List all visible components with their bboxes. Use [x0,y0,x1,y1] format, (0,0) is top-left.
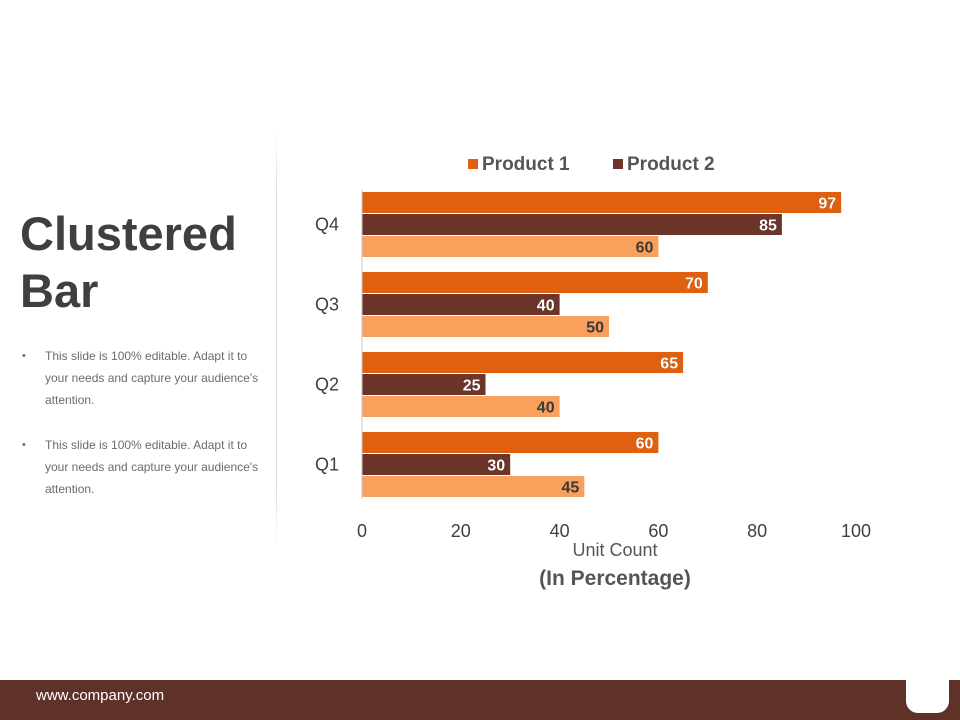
x-tick-label: 20 [451,521,471,541]
legend-swatch [468,159,478,169]
bullet-text: This slide is 100% editable. Adapt it to… [45,438,259,496]
bar [362,432,659,453]
x-tick-label: 0 [357,521,367,541]
footer-url[interactable]: www.company.com [36,687,165,704]
data-label: 60 [636,240,654,257]
legend-label: Product 2 [627,154,715,175]
data-label: 45 [562,480,580,497]
bullet-dot-icon: • [22,350,26,362]
bar [362,316,609,337]
bar [362,236,659,257]
bar [362,476,585,497]
bar [362,454,511,475]
data-label: 65 [660,356,678,373]
bar [362,272,708,293]
bar [362,294,560,315]
data-label: 97 [818,196,836,213]
bullet-text: This slide is 100% editable. Adapt it to… [45,349,259,407]
category-label: Q1 [315,455,339,475]
data-label: 85 [759,218,777,235]
slide-title: Clustered Bar [20,207,237,317]
bar [362,396,560,417]
x-axis-subtitle: (In Percentage) [539,567,691,590]
x-tick-label: 80 [747,521,767,541]
bullet-list: • This slide is 100% editable. Adapt it t… [22,345,267,523]
x-tick-label: 40 [550,521,570,541]
footer-bar: www.company.com [0,680,960,720]
data-label: 60 [636,436,654,453]
footer-notch [906,680,949,713]
data-label: 40 [537,400,555,417]
x-axis-title: Unit Count [572,540,657,560]
data-label: 30 [487,458,505,475]
data-label: 40 [537,298,555,315]
legend-label: Product 1 [482,154,570,175]
bar [362,192,842,213]
bullet-item: • This slide is 100% editable. Adapt it t… [22,345,267,411]
bar [362,214,782,235]
legend-swatch [613,159,623,169]
bullet-dot-icon: • [22,439,26,451]
x-tick-label: 60 [648,521,668,541]
category-label: Q3 [315,295,339,315]
clustered-bar-chart: Product 1 Product 2 Q4 97 85 60 Q3 70 40 50 Q2 65 25… [315,154,871,590]
bar [362,374,486,395]
x-tick-label: 100 [841,521,871,541]
vertical-divider [276,128,277,548]
bullet-item: • This slide is 100% editable. Adapt it t… [22,434,267,500]
category-label: Q2 [315,375,339,395]
bar [362,352,684,373]
data-label: 50 [586,320,604,337]
category-label: Q4 [315,215,339,235]
data-label: 25 [463,378,481,395]
data-label: 70 [685,276,703,293]
